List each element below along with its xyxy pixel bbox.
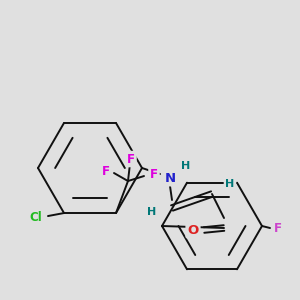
Text: F: F [127,152,135,166]
Text: F: F [274,221,282,235]
Text: H: H [147,207,157,217]
Text: F: F [102,164,110,178]
Text: N: N [164,172,175,184]
Text: O: O [188,224,199,236]
Text: Cl: Cl [30,211,42,224]
Text: F: F [150,167,158,181]
Text: H: H [182,161,190,171]
Text: H: H [225,179,235,189]
